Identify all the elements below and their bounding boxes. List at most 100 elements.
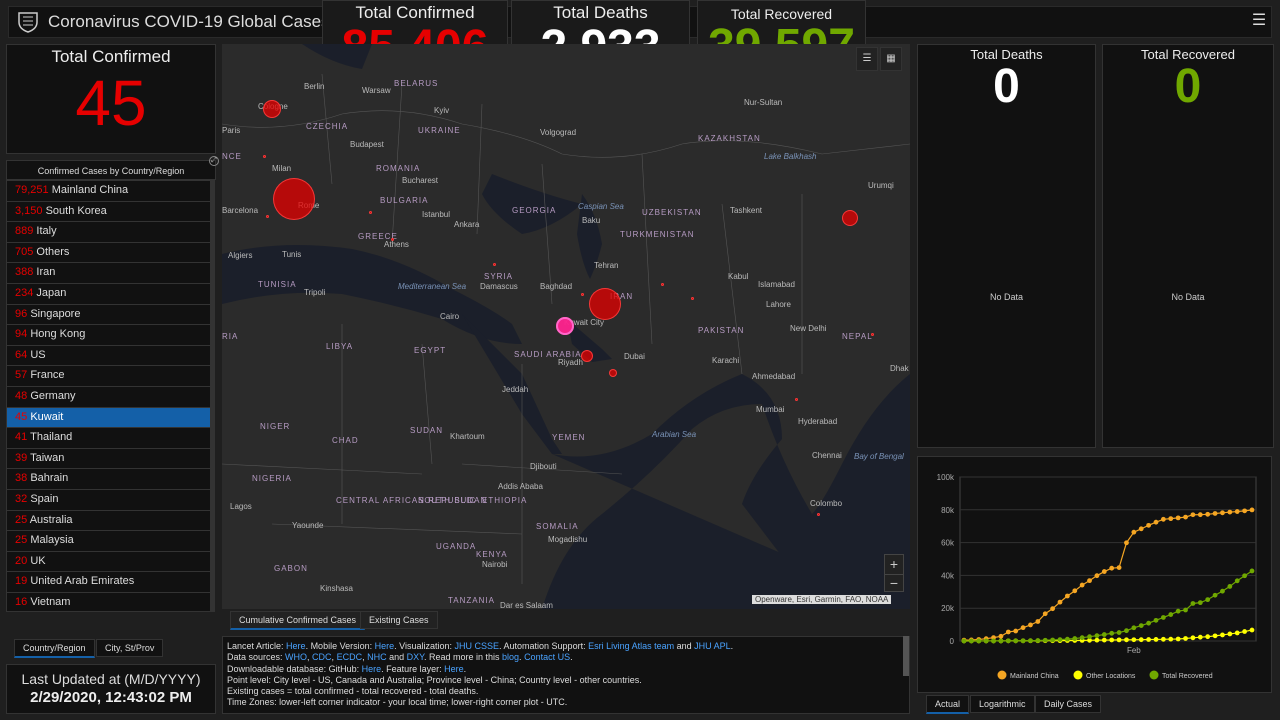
list-item[interactable]: 94 Hong Kong [7, 325, 210, 346]
data-point[interactable] [1013, 628, 1019, 634]
info-link[interactable]: Esri Living Atlas team [588, 641, 675, 651]
data-point[interactable] [1072, 588, 1078, 594]
data-point[interactable] [1220, 510, 1225, 516]
map-attribution[interactable]: Openware, Esri, Garmin, FAO, NOAA [752, 595, 892, 604]
data-point[interactable] [1101, 637, 1107, 643]
data-point[interactable] [1094, 633, 1100, 639]
info-link[interactable]: blog [502, 652, 520, 663]
case-bubble[interactable] [265, 214, 269, 218]
info-link[interactable]: DXY [406, 652, 424, 663]
list-item[interactable]: 45 Kuwait [7, 407, 210, 429]
data-point[interactable] [1101, 569, 1107, 574]
data-point[interactable] [1094, 637, 1100, 643]
data-point[interactable] [1087, 578, 1092, 584]
info-link[interactable]: CDC [312, 652, 332, 663]
data-point[interactable] [1168, 636, 1174, 642]
data-point[interactable] [1028, 622, 1033, 628]
data-point[interactable] [1212, 592, 1218, 598]
data-point[interactable] [1175, 515, 1181, 521]
map[interactable]: BerlinWarsawBELARUSParisCologneCZECHIAUK… [222, 44, 910, 609]
data-point[interactable] [1042, 611, 1048, 617]
case-bubble[interactable] [263, 100, 281, 118]
selected-case-bubble[interactable] [556, 317, 574, 335]
data-point[interactable] [1249, 507, 1255, 513]
case-bubble[interactable] [390, 237, 394, 241]
data-point[interactable] [1146, 620, 1152, 626]
data-point[interactable] [1242, 629, 1248, 634]
data-point[interactable] [1138, 623, 1144, 628]
list-item[interactable]: 41 Thailand [7, 428, 210, 449]
menu-icon[interactable]: ☰ [1251, 12, 1267, 29]
list-item[interactable]: 48 Germany [7, 387, 210, 408]
info-link[interactable]: Here [444, 663, 464, 674]
data-point[interactable] [1183, 636, 1188, 641]
case-bubble[interactable] [660, 282, 664, 286]
case-bubble[interactable] [589, 288, 621, 320]
data-point[interactable] [1138, 637, 1144, 643]
data-point[interactable] [1020, 625, 1026, 631]
data-point[interactable] [1249, 627, 1255, 633]
data-point[interactable] [1109, 565, 1115, 571]
data-point[interactable] [1087, 634, 1092, 640]
data-point[interactable] [1146, 522, 1152, 528]
case-bubble[interactable] [794, 397, 798, 401]
data-point[interactable] [1234, 630, 1240, 636]
grid-view-icon[interactable]: ▦ [880, 47, 902, 71]
info-link[interactable]: Here [374, 641, 395, 651]
data-point[interactable] [1042, 637, 1048, 643]
list-item[interactable]: 32 Spain [7, 490, 210, 511]
data-point[interactable] [1205, 511, 1211, 517]
data-point[interactable] [1183, 607, 1188, 613]
data-point[interactable] [983, 638, 989, 644]
case-bubble[interactable] [690, 296, 694, 300]
zoom-in-button[interactable]: + [889, 556, 899, 572]
data-point[interactable] [998, 633, 1004, 639]
data-point[interactable] [1220, 588, 1225, 594]
data-point[interactable] [1109, 630, 1115, 636]
list-item[interactable]: 16 Vietnam [7, 593, 210, 611]
data-point[interactable] [1057, 599, 1063, 605]
data-point[interactable] [1079, 635, 1085, 641]
data-point[interactable] [1116, 630, 1122, 635]
data-point[interactable] [1153, 637, 1159, 642]
case-bubble[interactable] [262, 154, 266, 158]
data-point[interactable] [961, 638, 967, 644]
data-point[interactable] [1212, 633, 1218, 639]
case-bubble[interactable] [816, 512, 820, 516]
list-item[interactable]: 25 Australia [7, 511, 210, 532]
data-point[interactable] [1087, 637, 1092, 643]
list-item[interactable]: 3,150 South Korea [7, 202, 210, 223]
data-point[interactable] [1249, 568, 1255, 574]
data-point[interactable] [1116, 565, 1122, 570]
case-bubble[interactable] [581, 350, 593, 362]
case-bubble[interactable] [273, 178, 315, 220]
list-view-icon[interactable]: ☰ [856, 47, 878, 71]
list-item[interactable]: 39 Taiwan [7, 449, 210, 470]
data-point[interactable] [991, 638, 996, 644]
list-item[interactable]: 38 Bahrain [7, 469, 210, 490]
info-link[interactable]: ECDC [336, 652, 363, 663]
info-scrollbar[interactable] [903, 636, 909, 676]
data-point[interactable] [1131, 637, 1137, 643]
data-point[interactable] [1190, 512, 1196, 518]
list-item[interactable]: 20 UK [7, 552, 210, 573]
data-point[interactable] [1205, 597, 1211, 603]
list-item[interactable]: 388 Iran [7, 263, 210, 284]
data-point[interactable] [1160, 636, 1166, 642]
data-point[interactable] [1160, 615, 1166, 620]
tab-existing-cases[interactable]: Existing Cases [360, 611, 438, 629]
info-link[interactable]: JHU CSSE [454, 641, 500, 651]
data-point[interactable] [1242, 573, 1248, 579]
data-point[interactable] [1197, 634, 1203, 640]
data-point[interactable] [1227, 509, 1233, 515]
tab-actual[interactable]: Actual [926, 695, 970, 714]
data-point[interactable] [1212, 511, 1218, 516]
case-bubble[interactable] [870, 332, 874, 336]
data-point[interactable] [1035, 619, 1041, 624]
data-point[interactable] [976, 638, 982, 644]
data-point[interactable] [968, 638, 974, 644]
tab-daily-cases[interactable]: Daily Cases [1035, 695, 1102, 713]
data-point[interactable] [1124, 628, 1129, 634]
data-point[interactable] [1124, 637, 1129, 643]
list-item[interactable]: 64 US [7, 346, 210, 367]
